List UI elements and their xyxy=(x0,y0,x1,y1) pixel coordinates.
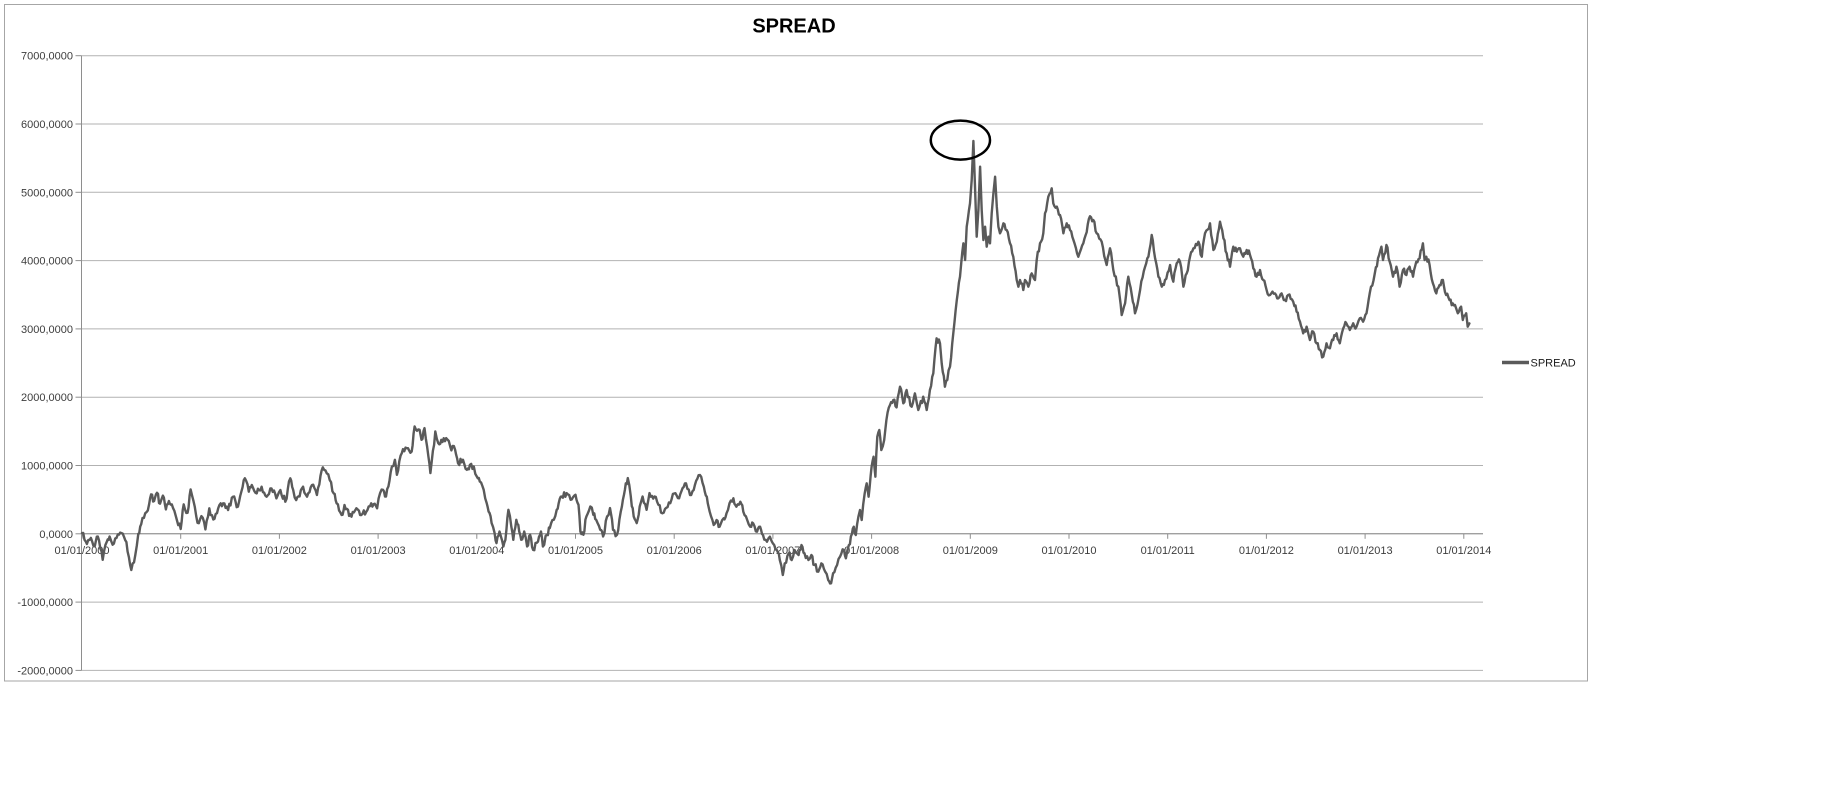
legend: SPREAD xyxy=(1502,358,1576,370)
x-axis-tick-label: 01/01/2003 xyxy=(351,545,406,557)
y-axis-tick-label: -2000,0000 xyxy=(17,665,73,677)
x-axis-tick-label: 01/01/2000 xyxy=(54,545,109,557)
x-axis-labels: 01/01/2000 01/01/2001 01/01/2002 01/01/2003… xyxy=(54,545,1491,557)
axes xyxy=(75,55,1483,671)
y-axis-tick-label: -1000,0000 xyxy=(17,597,73,609)
series-line-spread xyxy=(80,139,1471,585)
x-axis-tick-label: 01/01/2007 xyxy=(745,545,800,557)
y-axis-tick-label: 2000,0000 xyxy=(21,392,73,404)
y-axis-tick-label: 7000,0000 xyxy=(21,51,73,63)
y-axis-tick-label: 3000,0000 xyxy=(21,324,73,336)
x-axis-tick-label: 01/01/2014 xyxy=(1436,545,1491,557)
peak-annotation-ellipse xyxy=(929,119,992,161)
y-axis-tick-label: 5000,0000 xyxy=(21,187,73,199)
x-axis-tick-label: 01/01/2013 xyxy=(1338,545,1393,557)
gridlines xyxy=(81,55,1483,671)
x-axis-tick-label: 01/01/2010 xyxy=(1041,545,1096,557)
chart-border xyxy=(4,4,1588,682)
x-axis-tick-label: 01/01/2009 xyxy=(943,545,998,557)
x-axis-tick-label: 01/01/2005 xyxy=(548,545,603,557)
y-axis-tick-label: 1000,0000 xyxy=(21,461,73,473)
chart-title: SPREAD xyxy=(752,16,835,38)
x-axis-tick-label: 01/01/2002 xyxy=(252,545,307,557)
y-axis-tick-label: 0,0000 xyxy=(39,529,73,541)
y-axis-tick-label: 6000,0000 xyxy=(21,119,73,131)
x-axis-tick-label: 01/01/2008 xyxy=(844,545,899,557)
x-axis-tick-label: 01/01/2006 xyxy=(647,545,702,557)
x-axis-tick-label: 01/01/2012 xyxy=(1239,545,1294,557)
x-axis-tick-label: 01/01/2001 xyxy=(153,545,208,557)
x-axis-tick-label: 01/01/2004 xyxy=(449,545,504,557)
y-axis-labels: 7000,0000 6000,0000 5000,0000 4000,0000 3000… xyxy=(17,51,73,678)
legend-label: SPREAD xyxy=(1531,358,1576,370)
y-axis-tick-label: 4000,0000 xyxy=(21,256,73,268)
x-axis-tick-label: 01/01/2011 xyxy=(1141,545,1195,557)
